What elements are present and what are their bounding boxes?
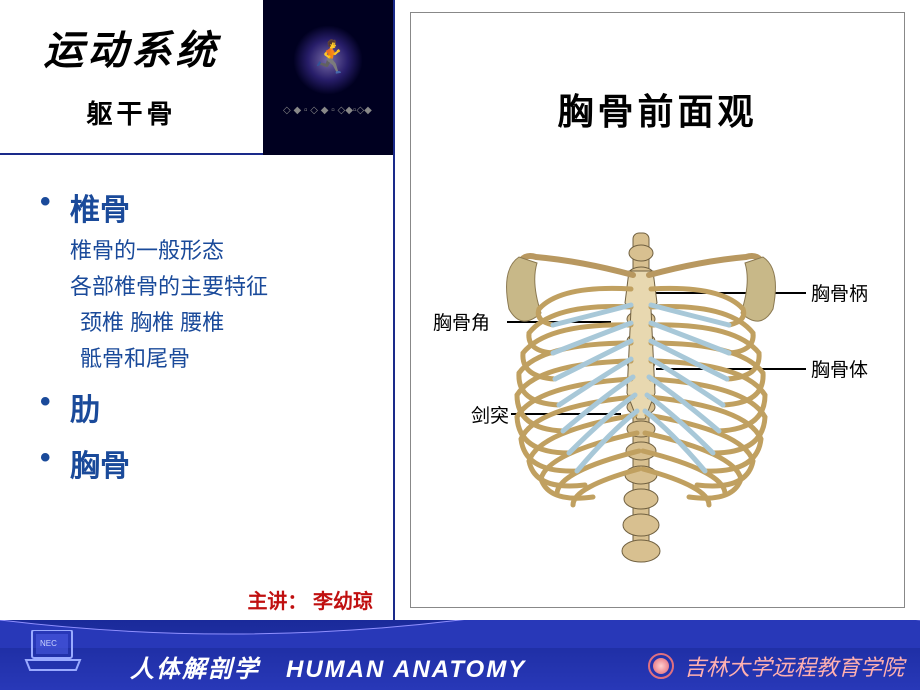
presenter-name: 李幼琼 — [313, 591, 373, 613]
footer-title-en: HUMAN ANATOMY — [286, 656, 526, 683]
footer-title-cn: 人体解剖学 — [130, 656, 260, 683]
footer-bar: NEC 人体解剖学 HUMAN ANATOMY 吉林大学远程教育学院 — [0, 620, 920, 690]
ribcage-illustration — [481, 213, 801, 573]
outline-subitem: 椎骨的一般形态 — [40, 233, 393, 265]
subtitle: 躯干骨 — [0, 94, 263, 131]
slide-container: 运动系统 躯干骨 🏃 ◇ ◆ ▫ ◇ ◆ ▫ ◇◆▫◇◆ 椎骨 椎骨的一般形态 … — [0, 0, 920, 620]
footer-course-title: 人体解剖学 HUMAN ANATOMY — [130, 649, 526, 684]
header-block: 运动系统 躯干骨 🏃 ◇ ◆ ▫ ◇ ◆ ▫ ◇◆▫◇◆ — [0, 0, 393, 155]
outline-item-vertebra: 椎骨 — [40, 185, 393, 229]
outline-subitem: 骶骨和尾骨 — [40, 341, 393, 373]
debris-decoration: ◇ ◆ ▫ ◇ ◆ ▫ ◇◆▫◇◆ — [283, 105, 373, 145]
outline-item-rib: 肋 — [40, 385, 393, 429]
footer-institution-block: 吉林大学远程教育学院 — [648, 650, 904, 682]
title-area: 运动系统 躯干骨 — [0, 0, 263, 153]
main-title: 运动系统 — [0, 18, 263, 76]
label-manubrium: 胸骨柄 — [811, 279, 868, 306]
presenter-label: 主讲： — [247, 591, 307, 613]
right-panel: 胸骨前面观 胸骨角 剑突 胸骨柄 胸骨体 — [395, 0, 920, 620]
content-frame: 胸骨前面观 胸骨角 剑突 胸骨柄 胸骨体 — [410, 12, 905, 608]
institution-badge-icon — [648, 653, 674, 679]
outline-subitem: 各部椎骨的主要特征 — [40, 269, 393, 301]
thumbnail-box: 🏃 ◇ ◆ ▫ ◇ ◆ ▫ ◇◆▫◇◆ — [263, 0, 393, 155]
label-sternum-body: 胸骨体 — [811, 355, 868, 382]
footer-institution: 吉林大学远程教育学院 — [684, 650, 904, 682]
runner-icon: 🏃 — [311, 38, 351, 76]
presenter-line: 主讲： 李幼琼 — [247, 585, 373, 614]
outline-subitem: 颈椎 胸椎 腰椎 — [40, 305, 393, 337]
outline-item-sternum: 胸骨 — [40, 441, 393, 485]
diagram-title: 胸骨前面观 — [411, 13, 904, 135]
footer-curve-decoration — [0, 620, 920, 648]
diagram-area: 胸骨角 剑突 胸骨柄 胸骨体 — [411, 213, 906, 583]
laptop-brand-text: NEC — [40, 639, 57, 648]
left-panel: 运动系统 躯干骨 🏃 ◇ ◆ ▫ ◇ ◆ ▫ ◇◆▫◇◆ 椎骨 椎骨的一般形态 … — [0, 0, 395, 620]
outline-list: 椎骨 椎骨的一般形态 各部椎骨的主要特征 颈椎 胸椎 腰椎 骶骨和尾骨 肋 胸骨 — [0, 155, 393, 485]
laptop-icon: NEC — [24, 630, 82, 672]
